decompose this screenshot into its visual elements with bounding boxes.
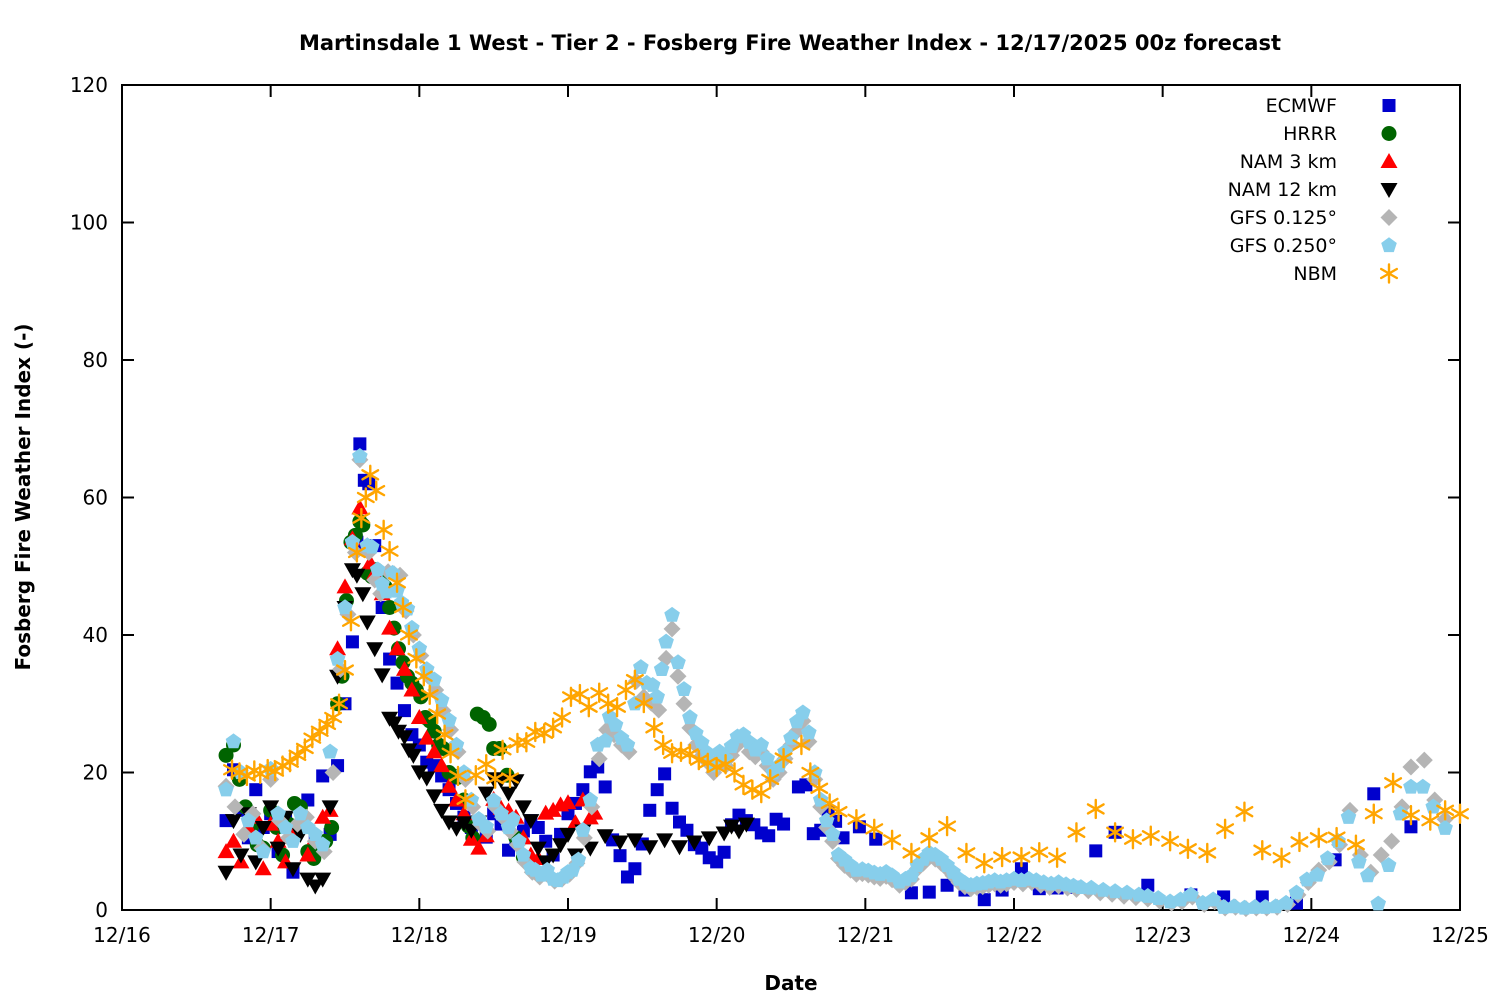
x-tick-label: 12/25 [1431, 923, 1489, 947]
legend: ECMWF HRRR NAM 3 km NAM 12 km GFS 0.125° GFS … [1228, 95, 1399, 285]
x-axis-label: Date [764, 971, 817, 995]
x-tick-label: 12/19 [539, 923, 597, 947]
series-nbm [223, 464, 1470, 874]
series-gfs-0-250- [218, 448, 1453, 915]
legend-label: ECMWF [1266, 95, 1337, 117]
x-tick-label: 12/17 [242, 923, 300, 947]
legend-label: NAM 12 km [1228, 179, 1337, 201]
legend-entry-nbm: NBM [1293, 263, 1399, 285]
legend-entry-gfs-0-125-: GFS 0.125° [1230, 207, 1398, 229]
y-tick-label: 80 [83, 348, 108, 372]
axis-ticks: 12/16 12/17 12/18 12/19 12/20 12/21 12/22 12/23… [70, 73, 1489, 947]
y-tick-label: 100 [70, 211, 108, 235]
x-tick-label: 12/22 [985, 923, 1043, 947]
x-tick-label: 12/18 [391, 923, 449, 947]
legend-label: GFS 0.125° [1230, 207, 1337, 229]
x-tick-label: 12/20 [688, 923, 746, 947]
y-tick-label: 120 [70, 73, 108, 97]
legend-entry-hrrr: HRRR [1283, 123, 1397, 145]
x-tick-label: 12/23 [1134, 923, 1192, 947]
y-tick-label: 0 [95, 898, 108, 922]
chart-title: Martinsdale 1 West - Tier 2 - Fosberg Fi… [299, 31, 1281, 55]
y-tick-label: 40 [83, 623, 108, 647]
x-tick-label: 12/21 [837, 923, 895, 947]
legend-label: HRRR [1283, 123, 1337, 145]
data-points [217, 437, 1470, 918]
legend-label: GFS 0.250° [1230, 235, 1337, 257]
legend-entry-ecmwf: ECMWF [1266, 95, 1396, 117]
y-tick-label: 20 [83, 761, 108, 785]
legend-label: NAM 3 km [1240, 151, 1337, 173]
legend-label: NBM [1293, 263, 1337, 285]
legend-entry-nam-3-km: NAM 3 km [1240, 151, 1398, 173]
y-tick-label: 60 [83, 486, 108, 510]
legend-entry-gfs-0-250-: GFS 0.250° [1230, 235, 1397, 257]
x-tick-label: 12/24 [1283, 923, 1341, 947]
y-axis-label: Fosberg Fire Weather Index (-) [11, 323, 35, 670]
legend-entry-nam-12-km: NAM 12 km [1228, 179, 1398, 201]
x-tick-label: 12/16 [93, 923, 151, 947]
